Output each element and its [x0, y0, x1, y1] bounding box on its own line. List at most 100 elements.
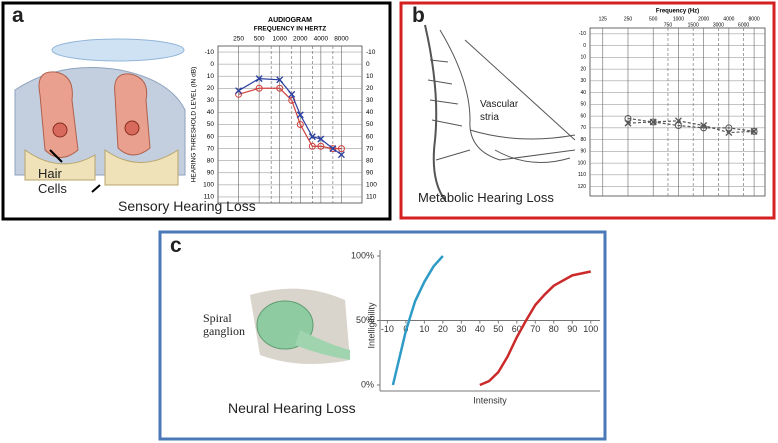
marker-stroke [649, 118, 657, 126]
x-tick-label: 4000 [314, 36, 329, 43]
y-tick-label: 20 [580, 66, 586, 72]
chart-title: AUDIOGRAM [268, 17, 312, 24]
x-tick-label: 60 [512, 324, 522, 334]
y-tick-label: 10 [366, 73, 374, 80]
x-tick-label: 500 [254, 36, 265, 43]
marker-stroke [674, 117, 682, 125]
marker-x [296, 111, 304, 119]
y-tick-label: 70 [207, 145, 215, 152]
y-axis-label: Intelligibility [366, 302, 376, 349]
illustration-label: Vascular stria [480, 99, 519, 123]
x-tick-label: 500 [649, 16, 658, 22]
panel-caption: Metabolic Hearing Loss [418, 190, 554, 205]
y-tick-label: -10 [366, 49, 376, 56]
marker-x [700, 122, 708, 130]
marker-x [750, 127, 758, 135]
panel-caption: Sensory Hearing Loss [118, 198, 256, 214]
x-minor-tick-label: 6000 [738, 22, 749, 28]
marker-o [276, 84, 284, 92]
y-tick-label: 60 [366, 133, 374, 140]
charts: -10 -10 0 0 10 10 20 20 30 30 40 40 50 50 60 60 70 70 80 80… [191, 9, 766, 405]
marker-x [255, 75, 263, 83]
x-minor-tick-label: 3000 [713, 22, 724, 28]
marker-o [725, 124, 733, 132]
y-tick-label: 110 [366, 194, 377, 201]
marker-o [674, 122, 682, 130]
y-tick-label: 30 [366, 97, 374, 104]
marker-x [235, 87, 243, 95]
marker-stroke [255, 75, 263, 83]
marker-o [308, 142, 316, 150]
marker-stroke [624, 119, 632, 127]
y-tick-label: 60 [207, 133, 215, 140]
marker-o [255, 84, 263, 92]
x-tick-label: 250 [233, 36, 244, 43]
hair-cell-illustration [14, 38, 186, 193]
y-tick-label: 80 [207, 157, 215, 164]
y-tick-label: 90 [207, 170, 215, 177]
x-tick-label: 125 [599, 16, 608, 22]
y-tick-label: 50 [207, 121, 215, 128]
y-tick-label: 110 [578, 172, 586, 178]
x-tick-label: 20 [438, 324, 448, 334]
y-tick-label: 100 [366, 182, 377, 189]
x-tick-label: 250 [624, 16, 633, 22]
y-tick-label: 70 [580, 125, 586, 131]
y-tick-label: 70 [366, 145, 374, 152]
x-tick-label: 50 [493, 324, 503, 334]
y-tick-label: 50 [580, 102, 586, 108]
x-tick-label: 90 [567, 324, 577, 334]
marker-o [750, 127, 758, 135]
y-tick-label: 20 [207, 85, 215, 92]
marker-o [624, 114, 632, 122]
y-tick-label: 40 [366, 109, 374, 116]
x-minor-tick-label: 750 [664, 22, 673, 28]
y-tick-label: 30 [580, 78, 586, 84]
marker-x [317, 135, 325, 143]
x-tick-label: 1000 [673, 16, 684, 22]
illustration-label: Hair Cells [38, 166, 67, 196]
marker-stroke [317, 135, 325, 143]
marker-x [308, 133, 316, 141]
x-tick-label: 40 [475, 324, 485, 334]
y-tick-label: 100 [203, 182, 214, 189]
marker-stroke [276, 76, 284, 84]
marker-x [674, 117, 682, 125]
y-tick-label: 90 [580, 149, 586, 155]
x-axis-label: Intensity [473, 395, 507, 405]
y-tick-label: 110 [204, 194, 215, 201]
marker-o [337, 145, 345, 153]
x-tick-label: 1000 [272, 36, 287, 43]
y-tick-label: -10 [579, 31, 586, 37]
panel-c-frame [158, 230, 607, 441]
panel-letter: a [12, 4, 24, 27]
marker-x [288, 90, 296, 98]
marker-o [317, 142, 325, 150]
y-tick-label: 0 [210, 61, 214, 68]
curve [479, 270, 592, 387]
y-tick-label: 90 [366, 170, 374, 177]
y-tick-label: 30 [207, 97, 215, 104]
y-tick-label: -10 [205, 49, 215, 56]
marker-stroke [725, 129, 733, 137]
marker-x [725, 129, 733, 137]
y-tick-label: 0 [366, 61, 370, 68]
marker-stroke [329, 145, 337, 153]
y-tick-label: 0 [583, 43, 586, 49]
x-tick-label: 8000 [334, 36, 349, 43]
illustration-label: Spiral ganglion [203, 311, 245, 338]
marker-stroke [296, 111, 304, 119]
y-tick-label: 50% [356, 315, 374, 325]
marker-stroke [235, 87, 243, 95]
y-tick-label: 20 [366, 85, 374, 92]
x-tick-label: 2000 [293, 36, 308, 43]
marker-x [276, 76, 284, 84]
marker-stroke [750, 127, 758, 135]
y-tick-label: 80 [366, 157, 374, 164]
plot-frame [589, 27, 766, 197]
series-line [627, 120, 755, 134]
panel-caption: Neural Hearing Loss [228, 400, 356, 416]
y-tick-label: 10 [580, 55, 586, 61]
x-tick-label: 2000 [698, 16, 709, 22]
